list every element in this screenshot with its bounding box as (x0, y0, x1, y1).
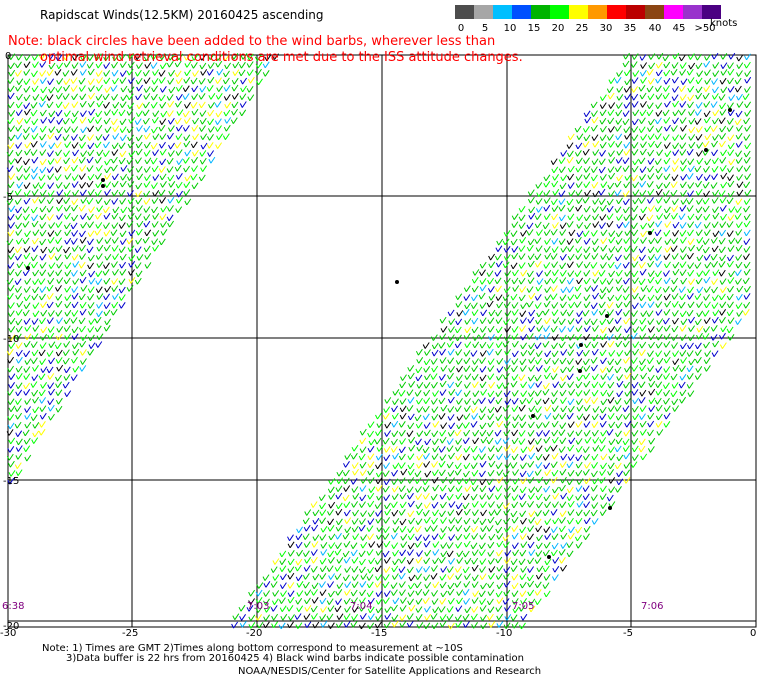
contamination-dot (395, 280, 399, 284)
wind-barbs (6, 52, 752, 630)
y-tick-label: -10 (3, 334, 19, 345)
scale-label: 5 (481, 23, 489, 34)
contamination-dot (608, 506, 612, 510)
color-swatch (607, 5, 626, 19)
color-swatch (588, 5, 607, 19)
contamination-dot (101, 178, 105, 182)
color-swatch (664, 5, 683, 19)
color-swatch (550, 5, 569, 19)
contamination-markers (26, 108, 732, 559)
scale-units: knots (710, 18, 738, 29)
pass-time-label: 7:06 (641, 601, 663, 612)
scale-label: 45 (672, 23, 686, 34)
scale-label: 20 (551, 23, 565, 34)
wind-barb-group (6, 53, 750, 630)
footer-credit: NOAA/NESDIS/Center for Satellite Applica… (238, 666, 542, 677)
x-tick-label: -25 (122, 628, 138, 639)
footer-note-2: 3)Data buffer is 22 hrs from 20160425 4)… (66, 653, 524, 664)
contamination-dot (547, 555, 551, 559)
contamination-dot (579, 343, 583, 347)
y-tick-label: 0 (5, 51, 11, 62)
contamination-dot (605, 314, 609, 318)
y-tick-label: -15 (3, 476, 19, 487)
pass-time-label: 7:03 (247, 601, 269, 612)
color-swatch (512, 5, 531, 19)
note-line-1: Note: black circles have been added to t… (8, 34, 496, 49)
x-tick-label: 0 (750, 628, 756, 639)
scale-label: 0 (457, 23, 465, 34)
note-line-2: optimal wind retrieval conditions are me… (40, 50, 523, 65)
scale-label: >50 (694, 23, 716, 34)
x-tick-label: -30 (0, 628, 16, 639)
scale-label: 15 (527, 23, 541, 34)
scale-label: 30 (599, 23, 613, 34)
contamination-dot (704, 148, 708, 152)
pass-time-label: 6:38 (2, 601, 24, 612)
pass-time-label: 7:04 (350, 601, 372, 612)
x-tick-label: -10 (496, 628, 512, 639)
footer-note-1: Note: 1) Times are GMT 2)Times along bot… (42, 643, 463, 654)
contamination-dot (531, 414, 535, 418)
map-grid (7, 54, 757, 628)
scale-label: 10 (503, 23, 517, 34)
x-tick-label: -15 (371, 628, 387, 639)
wind-barb-group (6, 53, 750, 630)
contamination-dot (101, 184, 105, 188)
color-swatch (645, 5, 664, 19)
color-swatch (455, 5, 474, 19)
color-swatch (626, 5, 645, 19)
map-title: Rapidscat Winds(12.5KM) 20160425 ascendi… (40, 8, 324, 22)
scale-label: 40 (648, 23, 662, 34)
x-tick-label: -5 (623, 628, 633, 639)
contamination-dot (648, 231, 652, 235)
scale-label: 25 (575, 23, 589, 34)
color-swatch (683, 5, 702, 19)
contamination-dot (578, 369, 582, 373)
y-tick-label: -5 (3, 192, 13, 203)
contamination-dot (728, 108, 732, 112)
x-tick-label: -20 (246, 628, 262, 639)
wind-barb-group (6, 52, 752, 630)
color-swatch (474, 5, 493, 19)
y-tick-label: -20 (3, 621, 19, 632)
color-swatch (702, 5, 721, 19)
red-note: Note: black circles have been added to t… (8, 34, 523, 66)
color-swatch (531, 5, 550, 19)
color-swatch (569, 5, 588, 19)
wind-barb-group (6, 52, 752, 629)
scale-label: 35 (623, 23, 637, 34)
wind-barb-group (6, 52, 752, 630)
color-swatch (493, 5, 512, 19)
wind-barb-group (7, 53, 751, 630)
pass-time-label: 7:05 (512, 601, 534, 612)
contamination-dot (26, 266, 30, 270)
